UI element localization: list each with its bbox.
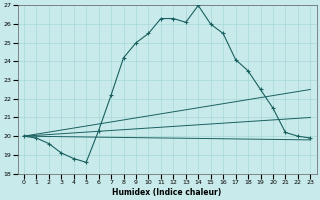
- X-axis label: Humidex (Indice chaleur): Humidex (Indice chaleur): [113, 188, 222, 197]
